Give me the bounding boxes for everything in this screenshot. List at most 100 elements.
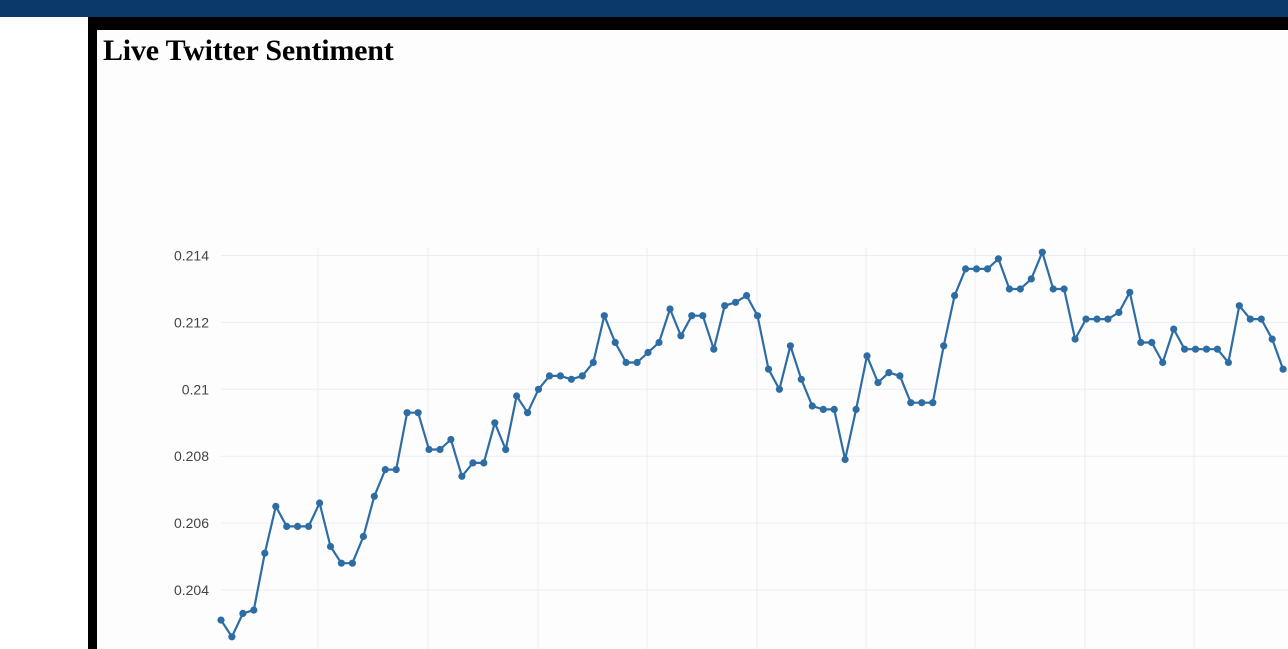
data-point[interactable]: [1257, 315, 1265, 323]
data-point[interactable]: [1082, 315, 1090, 323]
data-point[interactable]: [436, 445, 444, 454]
data-point[interactable]: [1126, 288, 1134, 296]
data-point[interactable]: [994, 255, 1003, 263]
data-point[interactable]: [732, 298, 740, 306]
data-point[interactable]: [797, 375, 805, 383]
data-point[interactable]: [896, 372, 904, 380]
data-point[interactable]: [819, 405, 827, 413]
data-point[interactable]: [633, 358, 641, 367]
data-point[interactable]: [1104, 315, 1112, 323]
data-point[interactable]: [1268, 335, 1276, 343]
data-point[interactable]: [710, 345, 718, 353]
data-point[interactable]: [1148, 338, 1156, 347]
data-point[interactable]: [447, 435, 455, 444]
data-point[interactable]: [1191, 345, 1200, 353]
data-point[interactable]: [1181, 345, 1189, 353]
data-point[interactable]: [381, 466, 389, 474]
data-point[interactable]: [852, 405, 860, 413]
data-point[interactable]: [775, 385, 784, 393]
data-point[interactable]: [1005, 285, 1014, 293]
data-point[interactable]: [874, 379, 882, 387]
data-point[interactable]: [589, 358, 597, 367]
data-point[interactable]: [885, 369, 893, 377]
data-point[interactable]: [425, 445, 433, 454]
data-point[interactable]: [1279, 365, 1287, 373]
data-point[interactable]: [1137, 338, 1145, 347]
data-point[interactable]: [578, 372, 586, 380]
data-point[interactable]: [1038, 248, 1046, 256]
data-point[interactable]: [1235, 302, 1243, 310]
data-point[interactable]: [392, 466, 400, 474]
data-point[interactable]: [283, 522, 291, 530]
data-point[interactable]: [458, 472, 466, 480]
data-point[interactable]: [228, 633, 236, 641]
data-point[interactable]: [644, 348, 652, 357]
data-point[interactable]: [502, 445, 510, 454]
data-point[interactable]: [556, 372, 564, 380]
data-point[interactable]: [1224, 358, 1232, 367]
data-point[interactable]: [567, 375, 575, 383]
data-point[interactable]: [721, 302, 729, 310]
data-point[interactable]: [655, 338, 663, 347]
data-point[interactable]: [545, 372, 554, 380]
data-point[interactable]: [261, 549, 269, 557]
data-point[interactable]: [1202, 345, 1211, 353]
data-point[interactable]: [250, 606, 258, 614]
data-point[interactable]: [524, 409, 532, 417]
data-point[interactable]: [305, 522, 313, 530]
data-point[interactable]: [666, 305, 674, 313]
data-point[interactable]: [294, 522, 302, 530]
data-point[interactable]: [239, 609, 247, 618]
data-point[interactable]: [808, 402, 816, 410]
data-point[interactable]: [326, 542, 335, 551]
data-point[interactable]: [370, 492, 378, 500]
data-point[interactable]: [359, 532, 367, 541]
data-point[interactable]: [1027, 275, 1035, 283]
data-point[interactable]: [491, 419, 499, 427]
data-point[interactable]: [863, 352, 871, 360]
data-point[interactable]: [316, 499, 324, 507]
data-point[interactable]: [688, 312, 696, 320]
data-point[interactable]: [534, 385, 543, 393]
data-point[interactable]: [1016, 285, 1024, 293]
data-point[interactable]: [600, 312, 608, 320]
data-point[interactable]: [972, 265, 981, 273]
data-point[interactable]: [962, 265, 970, 273]
data-point[interactable]: [951, 292, 959, 300]
data-point[interactable]: [753, 312, 762, 320]
data-point[interactable]: [1093, 315, 1101, 323]
data-point[interactable]: [764, 365, 773, 373]
data-point[interactable]: [1246, 315, 1254, 323]
data-point[interactable]: [929, 399, 937, 407]
data-point[interactable]: [337, 559, 345, 567]
data-point[interactable]: [786, 342, 795, 350]
data-point[interactable]: [677, 332, 685, 340]
data-point[interactable]: [743, 292, 751, 300]
data-point[interactable]: [1170, 325, 1178, 333]
data-point[interactable]: [841, 455, 849, 464]
data-point[interactable]: [1115, 308, 1123, 316]
data-point[interactable]: [907, 399, 915, 407]
data-point[interactable]: [1159, 358, 1167, 367]
data-point[interactable]: [983, 265, 992, 273]
data-point[interactable]: [272, 502, 280, 510]
data-point[interactable]: [1071, 335, 1079, 343]
sentiment-chart[interactable]: 0.214 0.212 0.21 0.208 0.206 0.204: [97, 30, 1288, 649]
data-point[interactable]: [513, 392, 521, 400]
data-point[interactable]: [1213, 345, 1221, 353]
data-point[interactable]: [699, 312, 707, 320]
data-point[interactable]: [414, 409, 422, 417]
data-point[interactable]: [1049, 285, 1057, 293]
data-point[interactable]: [469, 459, 477, 467]
data-point[interactable]: [1060, 285, 1068, 293]
data-point[interactable]: [830, 405, 838, 413]
data-point[interactable]: [940, 342, 948, 350]
data-point[interactable]: [611, 338, 619, 347]
series-group: [217, 248, 1287, 641]
data-point[interactable]: [403, 409, 411, 417]
data-point[interactable]: [918, 399, 926, 407]
data-point[interactable]: [622, 358, 630, 367]
data-point[interactable]: [348, 559, 356, 567]
data-point[interactable]: [480, 459, 488, 467]
data-point[interactable]: [217, 616, 225, 624]
